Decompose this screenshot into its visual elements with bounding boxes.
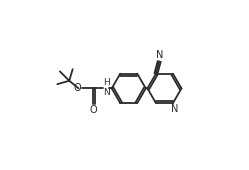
Text: N: N [171,105,178,114]
Text: N: N [103,88,110,97]
Text: O: O [74,83,81,93]
Text: O: O [89,105,97,115]
Text: N: N [156,50,163,60]
Text: H: H [103,78,110,87]
